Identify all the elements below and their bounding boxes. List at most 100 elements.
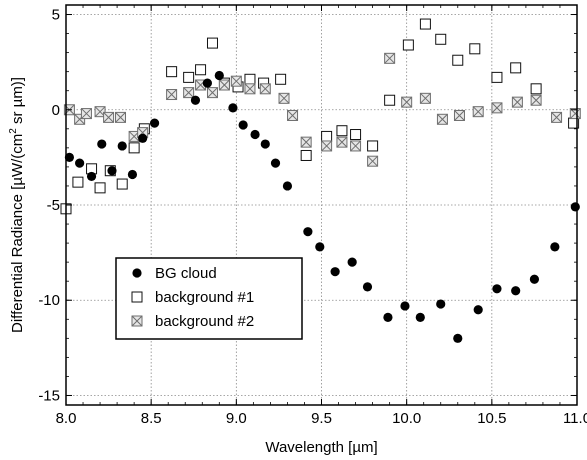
background-2-point [80,108,92,120]
background-1-point [510,62,522,74]
background-2-point [230,75,242,87]
background-1-point [275,73,287,85]
background-1-point [195,64,207,76]
bg-cloud-point [383,312,393,322]
bg-cloud-point [330,267,340,277]
x-tick-label: 8.0 [56,410,77,427]
background-2-point [300,136,312,148]
legend-marker-background-1 [131,291,143,303]
legend-label-background-2: background #2 [155,313,254,330]
background-1-point [206,37,218,49]
background-2-point [218,79,230,91]
y-tick-label: -5 [47,197,60,214]
bg-cloud-point [453,333,463,343]
background-2-point [259,83,271,95]
background-1-point [321,130,333,142]
background-1-point [300,149,312,161]
background-2-point [491,102,503,114]
background-2-point [321,140,333,152]
y-tick-label: 0 [52,102,60,119]
bg-cloud-point [436,299,446,309]
background-2-point [511,96,523,108]
background-2-point [206,87,218,99]
bg-cloud-point [315,242,325,252]
legend-marker-background-2 [131,315,143,327]
y-axis-label: Differential Radiance [µW/(cm2 sr µm)] [8,77,26,333]
y-tick-label: -10 [38,292,60,309]
background-2-point [453,109,465,121]
background-1-point [367,140,379,152]
background-2-point [367,155,379,167]
bg-cloud-point [282,181,293,191]
bg-cloud-point [415,312,425,322]
background-2-point [278,92,290,104]
background-2-point [472,106,484,118]
x-tick-label: 8.5 [141,410,162,427]
y-axis-label-main: Differential Radiance [µW/(cm [9,134,26,333]
background-2-point [436,113,448,125]
background-1-point [419,18,431,30]
axis-ticks: 8.0 8.5 9.0 9.5 10.0 10.5 11.0 5 0 -5 -10 -15 [38,5,587,427]
y-axis-label-end: sr µm)] [9,77,26,128]
background-1-point [384,94,396,106]
background-2-point [244,83,256,95]
series-background-2 [63,52,581,167]
bg-cloud-point [473,305,483,315]
legend-label-bg-cloud: BG cloud [155,265,217,282]
background-1-point [116,178,128,190]
bg-cloud-point [260,139,270,149]
legend-label-background-1: background #1 [155,289,254,306]
series-bg-cloud [64,70,580,343]
background-1-point [402,39,414,51]
background-2-point [166,89,178,101]
bg-cloud-point [570,202,580,212]
bg-cloud-point [107,166,117,176]
x-tick-label: 10.0 [392,410,421,427]
background-1-point [435,33,447,45]
legend-box [115,257,303,340]
bg-cloud-point [270,158,281,168]
x-tick-label: 10.5 [477,410,506,427]
bg-cloud-point [362,282,373,292]
background-2-point [419,92,431,104]
background-2-point [287,109,299,121]
background-1-point [452,54,464,66]
background-1-point [72,176,84,188]
bg-cloud-point [347,257,357,267]
background-2-point [401,96,413,108]
background-2-point [551,111,563,123]
bg-cloud-point [214,70,224,81]
y-axis-label-superscript: 2 [8,128,19,134]
background-2-point [103,111,115,123]
bg-cloud-point [228,103,238,113]
bg-cloud-point [550,242,560,252]
bg-cloud-point [511,286,521,296]
legend-markers [131,268,143,327]
background-2-point [350,140,362,152]
background-1-point [491,71,503,83]
y-tick-label: -15 [38,387,60,404]
bg-cloud-point [492,284,502,294]
bg-cloud-point [190,95,201,105]
background-1-point [94,182,106,194]
x-tick-label: 9.0 [226,410,247,427]
bg-cloud-point [64,152,75,162]
bg-cloud-point [75,158,85,168]
bg-cloud-point [400,301,410,311]
x-tick-label: 9.5 [311,410,332,427]
y-tick-label: 5 [52,7,60,24]
bg-cloud-point [117,141,127,151]
bg-cloud-point [238,120,248,130]
series-background-1 [60,18,580,215]
background-2-point [530,94,542,106]
background-1-point [128,142,140,154]
x-axis-label: Wavelength [µm] [265,439,377,456]
background-1-point [166,66,178,78]
background-1-point [244,73,256,85]
bg-cloud-point [529,274,540,284]
background-2-point [183,87,195,99]
data-series [60,18,581,343]
background-1-point [530,83,542,95]
background-1-point [183,71,195,83]
